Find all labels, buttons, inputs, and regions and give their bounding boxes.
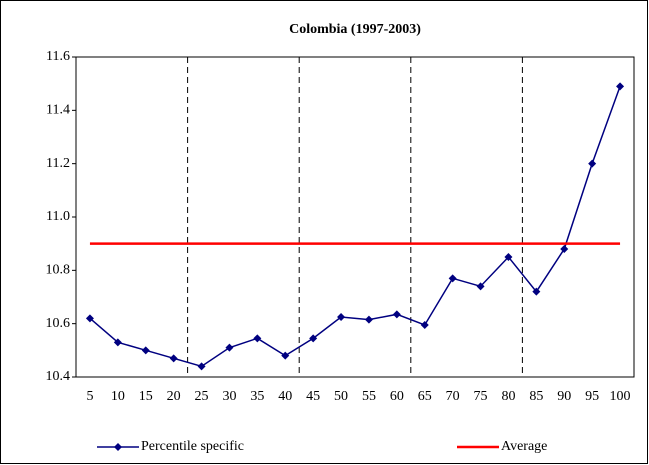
y-tick-label: 11.6 bbox=[46, 49, 70, 64]
marker bbox=[309, 334, 318, 343]
marker bbox=[225, 343, 234, 352]
x-tick-label: 35 bbox=[250, 389, 264, 404]
x-tick-label: 55 bbox=[362, 389, 376, 404]
marker bbox=[420, 321, 429, 329]
plot-area bbox=[75, 56, 635, 378]
x-tick-label: 10 bbox=[111, 389, 125, 404]
y-tick-label: 11.4 bbox=[46, 103, 70, 118]
y-tick-label: 10.8 bbox=[46, 263, 71, 278]
x-tick-label: 25 bbox=[195, 389, 209, 404]
x-tick-label: 5 bbox=[86, 389, 93, 404]
marker bbox=[141, 346, 150, 355]
marker bbox=[392, 310, 401, 319]
x-tick-label: 100 bbox=[610, 389, 631, 404]
x-tick-label: 20 bbox=[167, 389, 181, 404]
marker bbox=[476, 282, 485, 291]
x-tick-label: 65 bbox=[418, 389, 432, 404]
marker bbox=[337, 313, 346, 321]
series-line bbox=[89, 86, 621, 368]
x-tick-label: 50 bbox=[334, 389, 348, 404]
marker bbox=[85, 314, 94, 323]
chart-title: Colombia (1997-2003) bbox=[289, 22, 421, 37]
x-tick-label: 45 bbox=[306, 389, 320, 404]
legend-marker bbox=[114, 443, 122, 451]
x-tick-label: 40 bbox=[278, 389, 292, 404]
x-tick-label: 80 bbox=[501, 389, 515, 404]
marker bbox=[588, 159, 597, 168]
marker bbox=[560, 245, 569, 253]
marker bbox=[532, 287, 541, 296]
marker bbox=[616, 82, 625, 91]
marker bbox=[253, 334, 262, 343]
x-tick-label: 85 bbox=[529, 389, 543, 404]
marker bbox=[448, 274, 457, 283]
x-tick-label: 90 bbox=[557, 389, 571, 404]
x-tick-label: 30 bbox=[222, 389, 236, 404]
y-tick-label: 11.2 bbox=[46, 156, 70, 171]
x-tick-label: 95 bbox=[585, 389, 599, 404]
x-tick-label: 15 bbox=[139, 389, 153, 404]
marker bbox=[197, 362, 206, 371]
y-tick-label: 10.6 bbox=[46, 316, 71, 331]
marker bbox=[113, 338, 122, 347]
x-tick-label: 75 bbox=[474, 389, 488, 404]
y-tick-label: 11.0 bbox=[46, 209, 70, 224]
marker bbox=[281, 351, 290, 360]
marker bbox=[504, 253, 513, 261]
marker bbox=[364, 315, 373, 324]
x-tick-label: 70 bbox=[446, 389, 460, 404]
x-tick-label: 60 bbox=[390, 389, 404, 404]
legend-label: Percentile specific bbox=[141, 439, 244, 454]
marker bbox=[169, 354, 178, 363]
y-tick-label: 10.4 bbox=[46, 369, 71, 384]
legend-label: Average bbox=[501, 439, 547, 454]
